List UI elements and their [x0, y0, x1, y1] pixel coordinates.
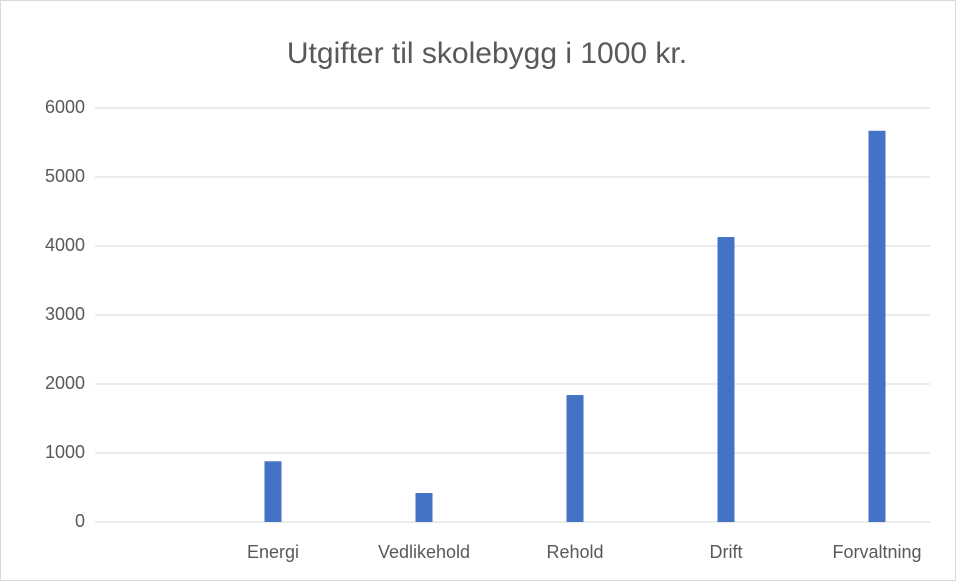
- bar: [868, 130, 886, 522]
- bar: [415, 493, 433, 522]
- bar: [264, 461, 282, 522]
- x-tick-label: Energi: [247, 542, 299, 562]
- y-tick-label: 4000: [45, 235, 85, 255]
- bar: [566, 395, 584, 522]
- x-tick-label: Forvaltning: [832, 542, 921, 562]
- y-tick-label: 2000: [45, 373, 85, 393]
- y-tick-label: 0: [75, 511, 85, 531]
- bar: [717, 237, 735, 522]
- x-tick-label: Rehold: [546, 542, 603, 562]
- y-tick-label: 5000: [45, 166, 85, 186]
- x-tick-label: Drift: [710, 542, 743, 562]
- y-tick-label: 6000: [45, 97, 85, 117]
- y-tick-label: 3000: [45, 304, 85, 324]
- y-tick-label: 1000: [45, 442, 85, 462]
- chart-title: Utgifter til skolebygg i 1000 kr.: [287, 37, 687, 70]
- x-tick-label: Vedlikehold: [378, 542, 470, 562]
